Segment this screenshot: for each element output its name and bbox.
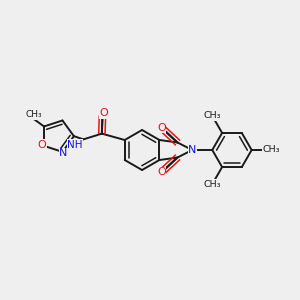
Text: O: O — [157, 167, 166, 178]
Text: O: O — [99, 108, 108, 118]
Text: O: O — [157, 122, 166, 133]
Text: CH₃: CH₃ — [203, 180, 221, 189]
Text: N: N — [188, 145, 196, 155]
Text: NH: NH — [67, 140, 83, 150]
Text: CH₃: CH₃ — [203, 111, 221, 120]
Text: O: O — [38, 140, 46, 150]
Text: CH₃: CH₃ — [262, 146, 280, 154]
Text: CH₃: CH₃ — [26, 110, 43, 119]
Text: N: N — [59, 148, 68, 158]
